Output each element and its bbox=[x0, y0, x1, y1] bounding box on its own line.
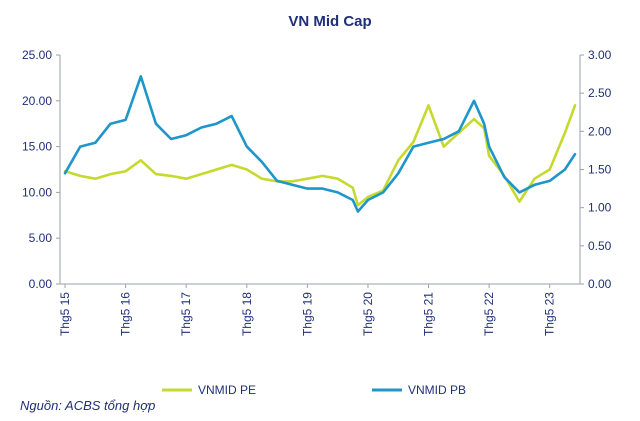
x-tick-label: Thg5 21 bbox=[422, 292, 436, 336]
y-right-tick-label: 2.50 bbox=[588, 86, 612, 100]
series-line-pb bbox=[63, 75, 577, 213]
y-left-tick-label: 10.00 bbox=[22, 185, 52, 199]
y-right-tick-label: 0.50 bbox=[588, 239, 612, 253]
x-tick-label: Thg5 16 bbox=[119, 292, 133, 336]
legend-label-pb: VNMID PB bbox=[408, 383, 466, 397]
y-left-tick-label: 20.00 bbox=[22, 94, 52, 108]
series-line-pe bbox=[63, 104, 577, 207]
y-right-tick-label: 1.00 bbox=[588, 201, 612, 215]
x-tick-label: Thg5 20 bbox=[361, 292, 375, 336]
y-right-tick-label: 0.00 bbox=[588, 277, 612, 291]
x-tick-label: Thg5 15 bbox=[58, 292, 72, 336]
y-left-tick-label: 0.00 bbox=[29, 277, 53, 291]
y-left-tick-label: 25.00 bbox=[22, 48, 52, 62]
x-tick-label: Thg5 17 bbox=[179, 292, 193, 336]
y-right-tick-label: 2.00 bbox=[588, 124, 612, 138]
source-note: Nguồn: ACBS tổng hợp bbox=[20, 398, 156, 413]
y-right-tick-label: 3.00 bbox=[588, 48, 612, 62]
x-tick-label: Thg5 22 bbox=[482, 292, 496, 336]
plot-area: 0.00 5.00 10.00 15.00 20.00 25.00 0.00 0.50 1.00… bbox=[22, 48, 612, 336]
x-tick-label: Thg5 19 bbox=[300, 292, 314, 336]
y-left-tick-label: 15.00 bbox=[22, 140, 52, 154]
chart-title: VN Mid Cap bbox=[288, 13, 371, 30]
y-right-tick-label: 1.50 bbox=[588, 163, 612, 177]
legend-label-pe: VNMID PE bbox=[198, 383, 256, 397]
x-tick-label: Thg5 23 bbox=[543, 292, 557, 336]
legend: VNMID PE VNMID PB bbox=[162, 383, 466, 397]
y-left-tick-label: 5.00 bbox=[29, 231, 53, 245]
x-tick-label: Thg5 18 bbox=[240, 292, 254, 336]
